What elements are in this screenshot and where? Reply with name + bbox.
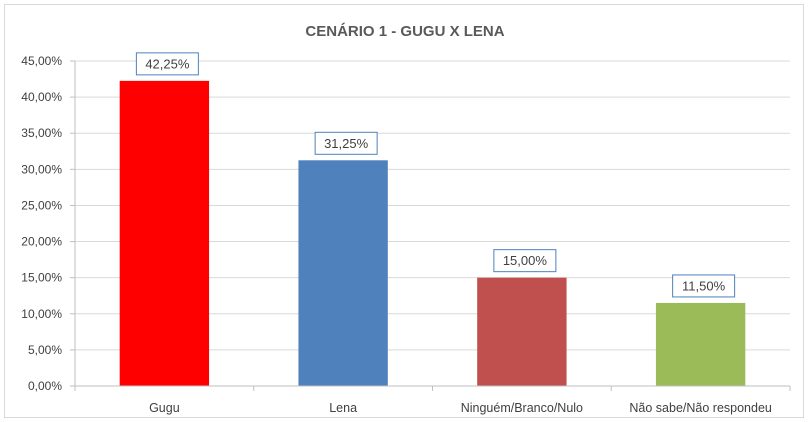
data-labels: 42,25% 31,25% 15,00% 11,50%: [135, 52, 736, 298]
bars: [119, 80, 746, 386]
x-tick-label: Ninguém/Branco/Nulo: [461, 401, 583, 415]
data-label-box: [135, 52, 199, 76]
x-tick-label: Não sabe/Não respondeu: [629, 401, 772, 415]
y-axis: 0,00% 5,00% 10,00% 15,00% 20,00% 25,00% 30,00%…: [21, 54, 76, 393]
y-tick-label: 0,00%: [28, 379, 62, 393]
data-label-box: [493, 249, 557, 273]
y-tick-label: 10,00%: [21, 307, 62, 321]
data-label-box: [314, 131, 378, 155]
bar: [477, 277, 567, 386]
x-tick-label: Lena: [329, 401, 357, 415]
y-tick-label: 30,00%: [21, 162, 62, 176]
y-tick-label: 40,00%: [21, 90, 62, 104]
x-axis: Gugu Lena Ninguém/Branco/Nulo Não sabe/Não …: [74, 385, 791, 415]
data-label: 15,00%: [503, 253, 548, 268]
y-tick-label: 15,00%: [21, 271, 62, 285]
x-tick-label: Gugu: [149, 401, 180, 415]
bar: [298, 160, 388, 386]
data-label: 11,50%: [682, 278, 726, 293]
chart-title: CENÁRIO 1 - GUGU X LENA: [305, 23, 504, 40]
data-label-box: [672, 274, 736, 298]
y-tick-label: 5,00%: [28, 343, 62, 357]
y-tick-label: 20,00%: [21, 235, 62, 249]
data-label: 42,25%: [145, 56, 190, 71]
y-tick-label: 25,00%: [21, 198, 62, 212]
bar: [655, 302, 746, 386]
y-tick-label: 35,00%: [21, 126, 62, 140]
bar: [119, 80, 210, 386]
y-tick-label: 45,00%: [21, 54, 62, 68]
data-label: 31,25%: [324, 136, 369, 151]
